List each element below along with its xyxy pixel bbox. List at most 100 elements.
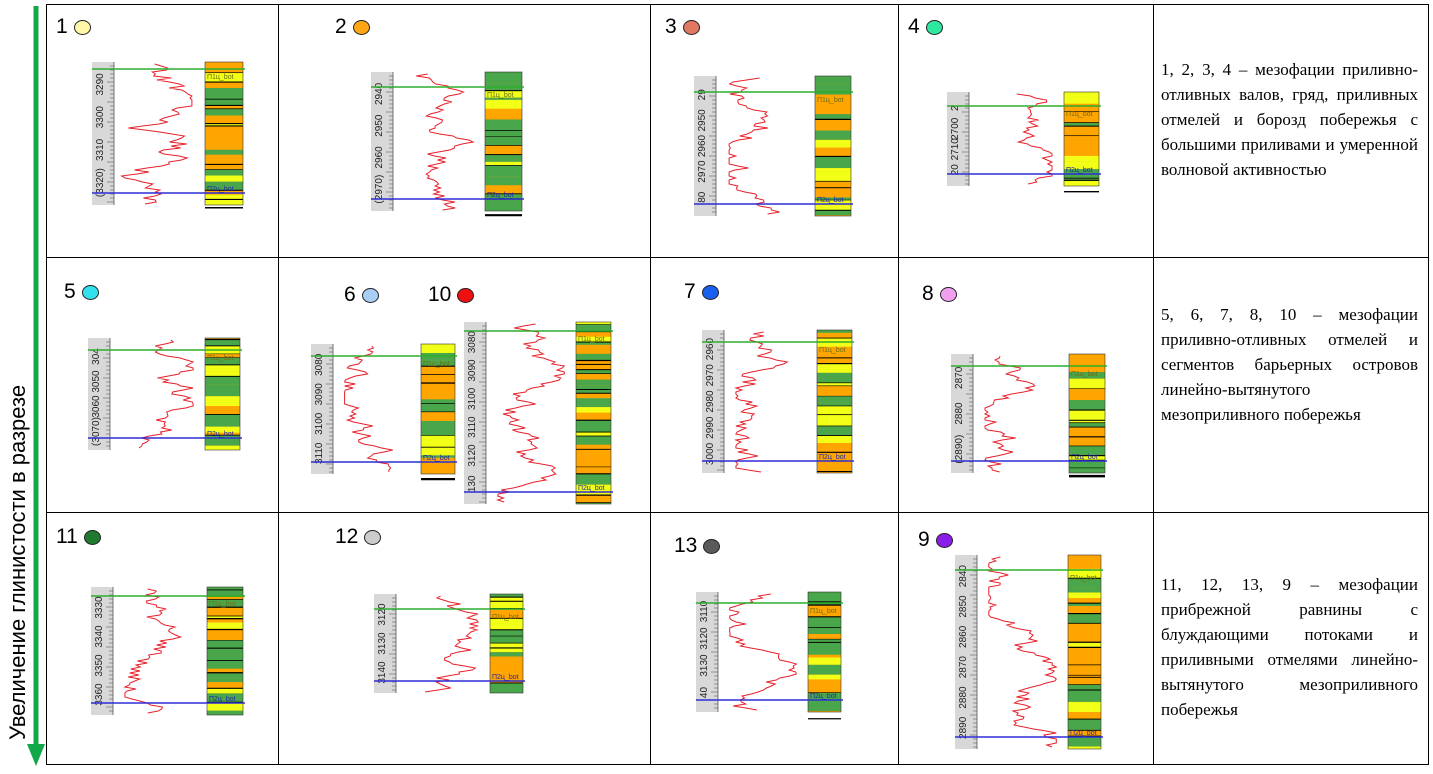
lithology-bed [205, 435, 240, 446]
gamma-ray-curve [728, 77, 780, 215]
lithology-bed [576, 336, 611, 343]
lithology-bed [205, 340, 240, 347]
lithology-bed [817, 383, 852, 387]
lithology-bed [808, 605, 841, 611]
facies-marker: 8 [922, 282, 957, 306]
lithology-bed [421, 412, 455, 421]
lithology-bed [205, 406, 240, 412]
lithology-bed [485, 91, 522, 98]
top-horizon-label: П1ц_bot [1071, 371, 1098, 378]
gamma-ray-curve [734, 331, 789, 473]
facies-dot-icon [81, 284, 99, 300]
base-horizon-label: П2ц_bot [207, 186, 234, 193]
lithology-bed [490, 636, 523, 644]
lithology-bed [817, 330, 852, 333]
marker-number: 2 [335, 15, 347, 38]
lithology-bed [1064, 161, 1099, 170]
lithology-bed [207, 630, 243, 641]
depth-label: 2860 [958, 625, 969, 648]
lithology-bed [1068, 559, 1101, 569]
facies-dot-icon [682, 19, 700, 35]
depth-label: 3100 [467, 387, 478, 410]
depth-label: 2960 [374, 146, 385, 169]
depth-label: 2970 [697, 160, 708, 183]
lithology-bed [576, 361, 611, 365]
lithology-border [575, 321, 612, 505]
depth-label: 2 [950, 105, 961, 111]
base-horizon-label: П2ц_bot [492, 674, 519, 681]
marker-number: 1 [56, 15, 68, 38]
lithology-bed [576, 474, 611, 485]
base-horizon-label: П2ц_bot [817, 197, 844, 204]
lithology-bed [205, 126, 243, 130]
clay-increase-arrow: Увеличение глинистости в разрезе [0, 0, 46, 769]
lithology-bed [1069, 456, 1105, 461]
lithology-bed [815, 94, 851, 105]
lithology-bed [205, 149, 243, 155]
facies-dot-icon [935, 532, 953, 548]
depth-label: 40 [699, 687, 710, 699]
depth-track [91, 587, 113, 715]
lithology-bed [490, 656, 523, 666]
lithology-bed [205, 82, 243, 89]
lithology-bed [1064, 122, 1099, 127]
lithology-bed [1068, 746, 1101, 749]
depth-label: (3070) [91, 417, 102, 446]
depth-track [371, 72, 393, 211]
depth-track [702, 330, 724, 473]
lithology-bed [817, 415, 852, 427]
lithology-bed [207, 673, 243, 679]
lithology-bed [817, 426, 852, 437]
depth-track [374, 594, 396, 693]
facies-marker: 7 [684, 280, 719, 304]
lithology-bed [490, 618, 523, 631]
lithology-bed [1069, 371, 1105, 379]
depth-label: 3000 [705, 442, 716, 465]
lithology-bed [815, 119, 851, 131]
gamma-ray-curve [729, 593, 798, 711]
lithology-bed [817, 436, 852, 444]
lithology-bed [817, 406, 852, 416]
lithology-bed [205, 384, 240, 397]
lithology-bed [205, 357, 240, 366]
top-horizon-label: П1ц_bot [207, 74, 234, 81]
lithology-bed [1068, 701, 1101, 713]
lithology-bed [815, 188, 851, 198]
lithology-border [1067, 554, 1102, 750]
lithology-bed [576, 467, 611, 475]
depth-label: 2840 [958, 565, 969, 588]
lithology-bed [485, 145, 522, 156]
lithology-bed [1069, 427, 1105, 433]
lithology-bed [1068, 568, 1101, 579]
lithology-bed [1069, 363, 1105, 372]
lithology-border [489, 593, 524, 694]
depth-track [464, 322, 486, 504]
lithology-bed [576, 373, 611, 380]
base-horizon-label: П2ц_bot [819, 454, 846, 461]
facies-marker: 5 [64, 280, 99, 304]
lithology-bed [205, 99, 243, 107]
lithology-bed [485, 165, 522, 177]
gamma-ray-curve [496, 323, 566, 503]
depth-label: 2880 [958, 686, 969, 709]
depth-label: 2960 [705, 338, 716, 361]
lithology-bed [205, 139, 243, 150]
depth-label: 2850 [958, 595, 969, 618]
lithology-bed [205, 169, 243, 176]
lithology-bed [421, 447, 455, 456]
depth-label: 3110 [314, 442, 325, 464]
lithology-bed [815, 139, 851, 148]
lithology-bed [576, 332, 611, 337]
lithology-bed [1069, 354, 1105, 364]
lithology-bed [817, 452, 852, 463]
lithology-bed [1068, 665, 1101, 676]
lithology-bed [207, 596, 243, 600]
lithology-bed [1064, 126, 1099, 137]
lithology-bed [817, 346, 852, 359]
lithology-bed [207, 640, 243, 649]
lithology-bed [421, 420, 455, 425]
lithology-bed [485, 97, 522, 100]
lithology-bed [576, 364, 611, 371]
